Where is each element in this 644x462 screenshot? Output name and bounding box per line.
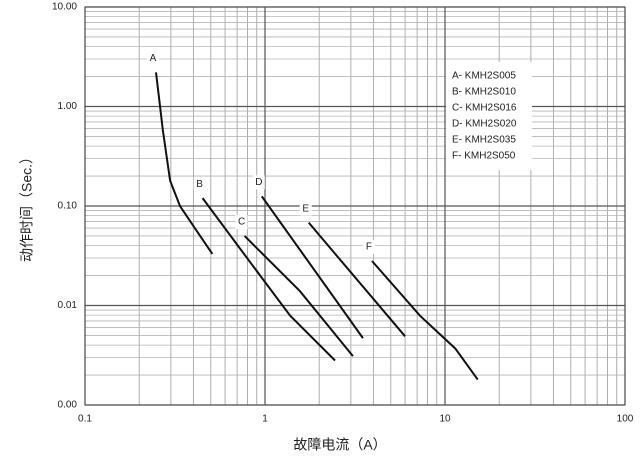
legend-entry: D- KMH2S020 [452, 119, 517, 130]
curve [260, 195, 364, 339]
curve [201, 197, 336, 362]
legend-box [446, 62, 532, 170]
curve [307, 222, 406, 337]
curve-label: A [150, 53, 157, 64]
curve-label-bg [235, 214, 248, 229]
y-tick-label: 0.01 [58, 300, 78, 311]
y-tick-label: 1.00 [58, 101, 78, 112]
legend-entry: E- KMH2S035 [452, 135, 516, 146]
y-tick-label: 0.00 [58, 400, 78, 411]
curve [155, 72, 214, 255]
y-tick-label: 10.00 [52, 2, 77, 13]
curve-label-bg [252, 175, 265, 190]
curve-label: E [302, 203, 309, 214]
curve-label-bg [362, 240, 375, 255]
curve [243, 235, 354, 357]
x-tick-label: 0.1 [78, 414, 92, 425]
x-tick-label: 100 [617, 414, 634, 425]
curve [371, 260, 479, 381]
legend-entry: F- KMH2S050 [452, 151, 516, 162]
x-tick-label: 10 [439, 414, 451, 425]
legend-entry: C- KMH2S016 [452, 103, 517, 114]
y-axis-label: 动作时间（Sec.） [19, 150, 35, 262]
y-tick-label: 0.10 [58, 201, 78, 212]
curve-label-bg [147, 51, 160, 66]
curve-label: B [196, 179, 203, 190]
x-tick-label: 1 [262, 414, 268, 425]
curve-label: C [238, 217, 245, 228]
legend-entry: A- KMH2S005 [452, 71, 516, 82]
curve-label: F [366, 242, 372, 253]
curve-label-bg [193, 177, 206, 192]
legend-entry: B- KMH2S010 [452, 87, 516, 98]
curve-label: D [255, 177, 262, 188]
curve-label-bg [299, 201, 312, 216]
x-axis-label: 故障电流（A） [293, 437, 386, 453]
plot-border [84, 6, 626, 406]
